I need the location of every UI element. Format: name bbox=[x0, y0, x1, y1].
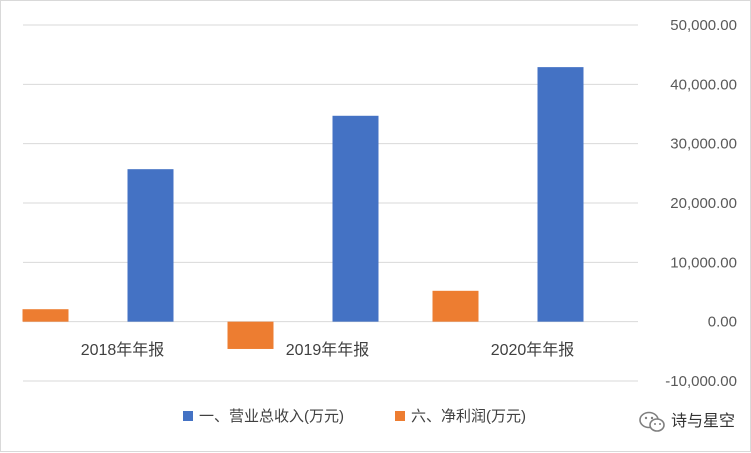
x-tick-label: 2020年年报 bbox=[491, 341, 575, 359]
y-tick-label: 30,000.00 bbox=[670, 136, 737, 153]
y-tick-label: 20,000.00 bbox=[670, 195, 737, 212]
y-tick-label: 50,000.00 bbox=[670, 17, 737, 34]
y-tick-label: 10,000.00 bbox=[670, 254, 737, 271]
legend-label-net-profit: 六、净利润(万元) bbox=[411, 408, 526, 425]
legend-label-revenue: 一、营业总收入(万元) bbox=[199, 408, 344, 425]
watermark-text: 诗与星空 bbox=[671, 412, 735, 430]
y-tick-label: 40,000.00 bbox=[670, 76, 737, 93]
bar-net-profit bbox=[432, 290, 479, 322]
bar-net-profit bbox=[22, 309, 69, 322]
x-tick-label: 2018年年报 bbox=[81, 341, 165, 359]
x-tick-label: 2019年年报 bbox=[286, 341, 370, 359]
legend-swatch-revenue bbox=[183, 411, 193, 421]
y-tick-label: -10,000.00 bbox=[665, 373, 737, 390]
bar-revenue bbox=[537, 67, 584, 322]
bar-net-profit bbox=[227, 321, 274, 349]
wechat-icon bbox=[639, 411, 665, 432]
y-tick-label: 0.00 bbox=[708, 314, 737, 331]
bar-revenue bbox=[127, 169, 174, 322]
bar-revenue bbox=[332, 115, 379, 322]
legend-swatch-net-profit bbox=[395, 411, 405, 421]
